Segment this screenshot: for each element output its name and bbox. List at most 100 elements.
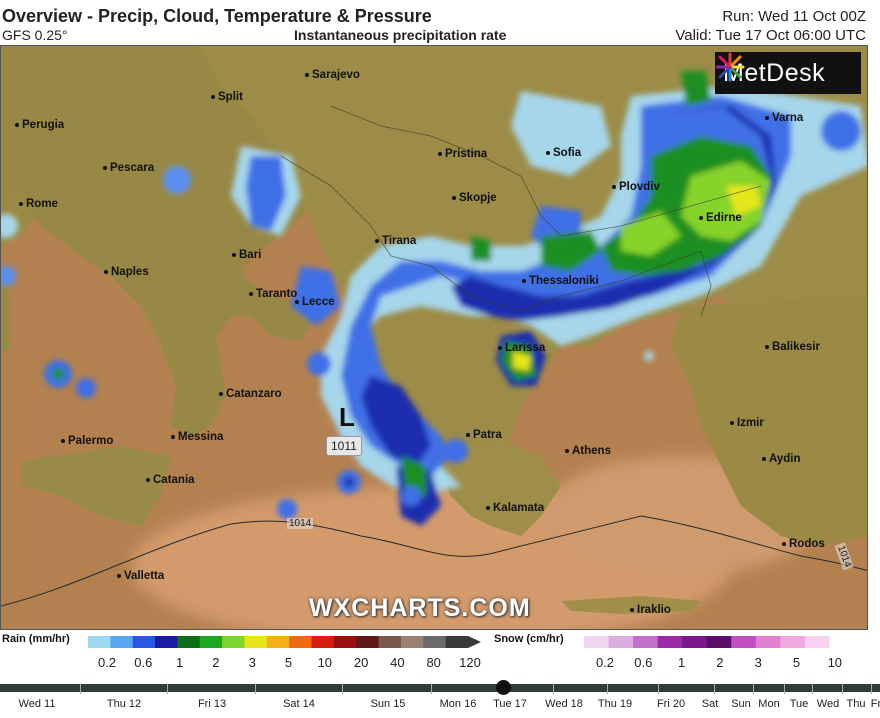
rain-cell xyxy=(277,499,297,519)
city-label: Catania xyxy=(146,474,195,486)
rain-legend-title: Rain (mm/hr) xyxy=(2,633,70,645)
timeline-tick xyxy=(342,684,343,694)
timeline-tick xyxy=(658,684,659,694)
timeline-day-label[interactable]: Thu 12 xyxy=(106,698,142,710)
city-marker xyxy=(232,252,236,257)
low-pressure-symbol: L xyxy=(339,402,355,432)
city-label: Pescara xyxy=(103,162,154,174)
city-marker xyxy=(498,345,502,350)
land-turkey xyxy=(671,296,867,546)
city-marker xyxy=(762,456,766,461)
rain-area-intense xyxy=(513,351,531,371)
border-line xyxy=(390,255,522,312)
scale-swatch xyxy=(400,636,424,648)
timeline-day-label[interactable]: Thu xyxy=(846,698,866,710)
scale-swatch xyxy=(755,636,781,648)
scale-arrow xyxy=(468,636,481,648)
border-line xyxy=(700,250,712,317)
city-label: Taranto xyxy=(249,288,297,300)
rain-area-green xyxy=(471,236,491,261)
city-label: Lecce xyxy=(295,296,335,308)
timeline-tick xyxy=(553,684,554,694)
timeline-tick xyxy=(431,684,432,694)
metdesk-logo: MetDesk xyxy=(715,52,861,94)
city-marker xyxy=(249,291,253,296)
city-marker xyxy=(15,122,19,127)
city-marker xyxy=(438,151,442,156)
timeline-day-label[interactable]: Thu 19 xyxy=(597,698,633,710)
rain-cell xyxy=(444,439,468,463)
scale-swatch xyxy=(657,636,683,648)
timeline-day-label[interactable]: Wed 11 xyxy=(18,698,56,710)
land-italy xyxy=(1,46,331,436)
city-label: Thessaloniki xyxy=(522,275,599,287)
rain-cell xyxy=(1,214,18,238)
timeline-tick xyxy=(167,684,168,694)
scale-swatch xyxy=(780,636,806,648)
rain-cell xyxy=(1,266,16,286)
timeline-day-label[interactable]: Wed xyxy=(816,698,840,710)
timeline-day-label[interactable]: Fri 13 xyxy=(197,698,227,710)
city-label: Varna xyxy=(765,112,803,124)
rain-area-moderate xyxy=(291,266,341,326)
rain-cell xyxy=(52,368,64,380)
city-marker xyxy=(171,434,175,439)
scale-tick-label: 5 xyxy=(792,655,801,670)
scale-tick-label: 120 xyxy=(459,655,481,670)
timeline-day-label[interactable]: Sun 15 xyxy=(370,698,406,710)
timeline-day-label[interactable]: Mon xyxy=(758,698,780,710)
rain-area-heavy xyxy=(451,106,776,321)
city-marker xyxy=(612,184,616,189)
scale-swatch xyxy=(88,636,111,648)
city-label: Izmir xyxy=(730,417,764,429)
timeline-day-label[interactable]: Mon 16 xyxy=(439,698,477,710)
rain-cell xyxy=(344,477,354,487)
scale-tick-label: 10 xyxy=(317,655,333,670)
border-line xyxy=(280,155,392,257)
scale-tick-label: 0.6 xyxy=(634,655,653,670)
land-peloponnese xyxy=(431,441,561,536)
city-label: Edirne xyxy=(699,212,742,224)
scale-tick-label: 3 xyxy=(754,655,762,670)
chart-subtitle: Instantaneous precipitation rate xyxy=(294,27,507,43)
city-marker xyxy=(61,438,65,443)
timeline-day-label[interactable]: Tue 17 xyxy=(493,698,527,710)
timeline-day-label[interactable]: Sat xyxy=(701,698,719,710)
scale-tick-label: 10 xyxy=(827,655,843,670)
rain-cell xyxy=(644,351,654,361)
scale-swatch xyxy=(682,636,708,648)
city-label: Plovdiv xyxy=(612,181,660,193)
scale-tick-label: 80 xyxy=(426,655,441,670)
city-marker xyxy=(522,278,526,283)
timeline-current-marker[interactable] xyxy=(496,680,511,695)
city-marker xyxy=(117,573,121,578)
city-marker xyxy=(765,115,769,120)
timeline-bar[interactable] xyxy=(0,684,880,692)
city-label: Perugia xyxy=(15,119,64,131)
city-marker xyxy=(699,215,703,220)
scale-swatch xyxy=(804,636,830,648)
timeline-day-label[interactable]: Sat 14 xyxy=(283,698,315,710)
rain-area-intense xyxy=(621,211,681,256)
city-label: Split xyxy=(211,91,243,103)
precip-layer xyxy=(1,71,867,526)
city-marker xyxy=(146,477,150,482)
scale-swatch xyxy=(155,636,178,648)
timeline-day-label[interactable]: Tue xyxy=(789,698,809,710)
scale-swatch xyxy=(289,636,313,648)
city-marker xyxy=(375,238,379,243)
timeline-tick xyxy=(753,684,754,694)
timeline-tick xyxy=(714,684,715,694)
timeline-day-label[interactable]: Wed 18 xyxy=(545,698,583,710)
timeline-day-label[interactable]: Sun xyxy=(731,698,751,710)
run-label: Run: Wed 11 Oct 00Z xyxy=(722,8,866,25)
timeline-day-label[interactable]: Fri 20 xyxy=(656,698,686,710)
timeline-day-label[interactable]: Fr xyxy=(870,698,880,710)
land-crete xyxy=(561,596,701,614)
weather-map[interactable]: Sarajevo Split Perugia Pescara Pristina … xyxy=(0,45,868,630)
scale-swatch xyxy=(177,636,201,648)
city-marker xyxy=(546,150,550,155)
rain-cell xyxy=(163,166,191,194)
city-marker xyxy=(565,448,569,453)
border-line xyxy=(330,105,432,137)
